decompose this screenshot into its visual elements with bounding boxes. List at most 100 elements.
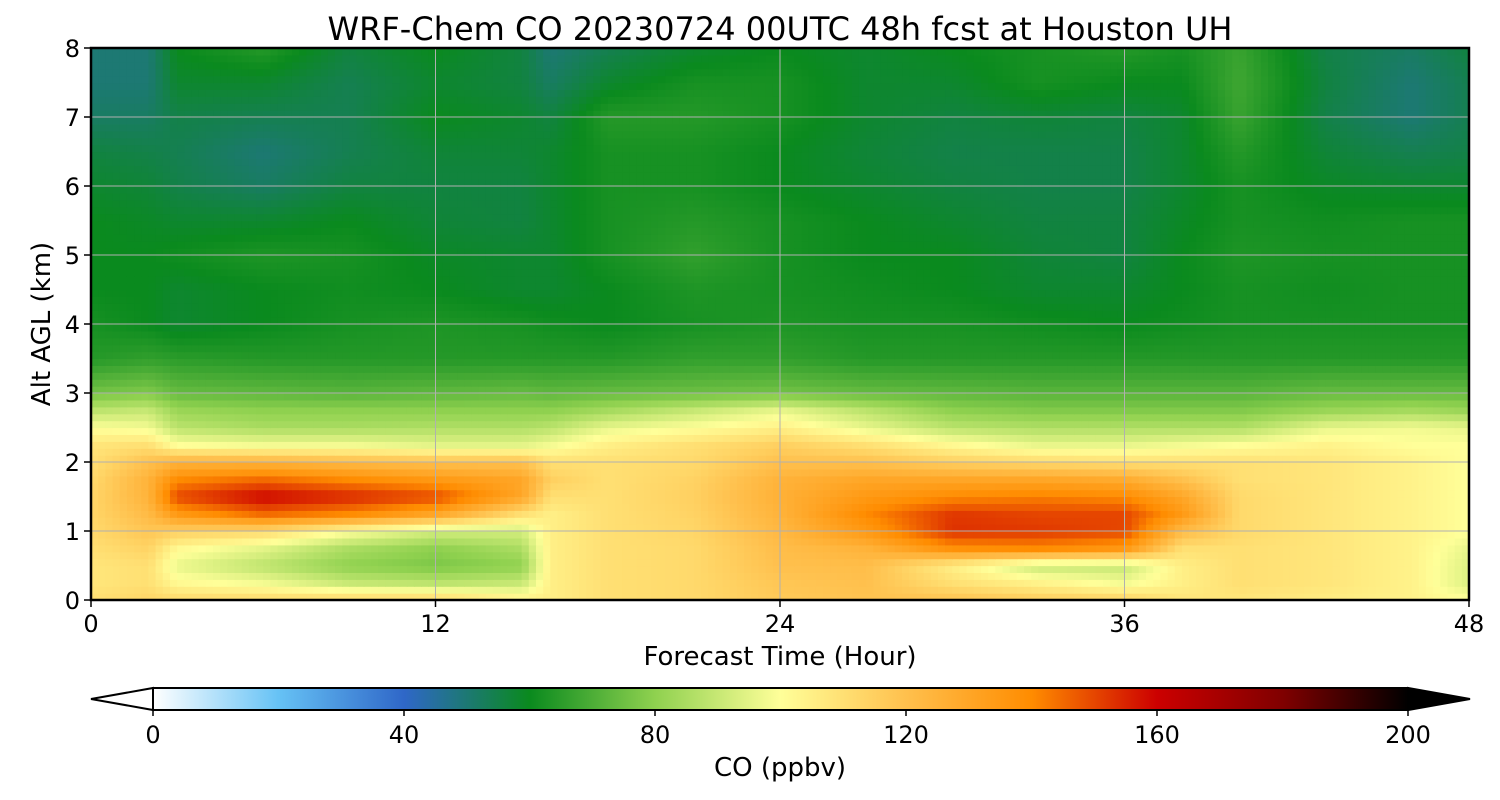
heatmap-cell (543, 503, 551, 511)
heatmap-cell (335, 420, 343, 429)
heatmap-cell (758, 441, 767, 449)
heatmap-cell (514, 593, 523, 600)
heatmap-cell (457, 517, 465, 525)
heatmap-cell (1045, 482, 1054, 491)
heatmap-cell (980, 579, 989, 587)
heatmap-cell (478, 441, 487, 449)
heatmap-cell (1174, 586, 1183, 594)
heatmap-cell (169, 441, 178, 449)
heatmap-cell (837, 496, 846, 504)
heatmap-cell (995, 565, 1004, 573)
heatmap-cell (866, 524, 874, 532)
heatmap-cell (980, 489, 989, 498)
heatmap-cell (1260, 579, 1269, 587)
heatmap-cell (1404, 531, 1413, 539)
heatmap-cell (550, 489, 559, 498)
heatmap-cell (507, 586, 516, 594)
heatmap-cell (492, 517, 501, 525)
heatmap-cell (622, 420, 630, 429)
heatmap-cell (1318, 455, 1327, 463)
heatmap-cell (1210, 455, 1219, 463)
heatmap-cell (119, 482, 128, 491)
heatmap-cell (1088, 537, 1097, 546)
heatmap-cell (263, 455, 272, 463)
heatmap-cell (500, 586, 508, 594)
heatmap-cell (1303, 455, 1312, 463)
heatmap-cell (1382, 420, 1391, 429)
heatmap-cell (751, 455, 760, 463)
heatmap-cell (306, 531, 315, 539)
heatmap-cell (299, 544, 307, 553)
heatmap-cell (923, 510, 932, 518)
heatmap-cell (500, 434, 508, 442)
heatmap-cell (1174, 593, 1183, 600)
heatmap-cell (1160, 468, 1169, 477)
heatmap-cell (980, 468, 989, 477)
heatmap-cell (550, 579, 559, 587)
heatmap-cell (442, 531, 451, 539)
heatmap-cell (837, 462, 846, 470)
heatmap-cell (320, 468, 329, 477)
heatmap-cell (1174, 517, 1183, 525)
heatmap-cell (722, 531, 731, 539)
heatmap-cell (1375, 468, 1384, 477)
heatmap-cell (392, 531, 401, 539)
heatmap-cell (1325, 551, 1334, 560)
heatmap-cell (543, 468, 551, 477)
heatmap-cell (248, 517, 257, 525)
heatmap-cell (909, 586, 917, 594)
heatmap-cell (586, 572, 594, 580)
heatmap-cell (1454, 468, 1463, 477)
heatmap-cell (693, 510, 702, 518)
heatmap-cell (155, 593, 164, 600)
heatmap-cell (736, 531, 745, 539)
heatmap-cell (1031, 537, 1039, 546)
heatmap-cell (614, 544, 623, 553)
heatmap-cell (1102, 524, 1111, 532)
heatmap-cell (1167, 579, 1176, 587)
heatmap-cell (930, 531, 939, 539)
heatmap-cell (126, 482, 135, 491)
heatmap-cell (564, 475, 573, 484)
heatmap-cell (299, 496, 307, 504)
heatmap-cell (98, 510, 106, 518)
heatmap-cell (1289, 524, 1298, 532)
heatmap-cell (1246, 593, 1255, 600)
heatmap-cell (370, 593, 379, 600)
heatmap-cell (435, 558, 444, 567)
heatmap-cell (758, 462, 767, 470)
heatmap-cell (1382, 489, 1391, 498)
heatmap-cell (995, 531, 1004, 539)
heatmap-cell (851, 537, 860, 546)
heatmap-cell (1217, 434, 1226, 442)
heatmap-cell (1052, 586, 1061, 594)
heatmap-cell (579, 524, 587, 532)
heatmap-cell (851, 434, 860, 442)
heatmap-cell (1339, 475, 1348, 484)
heatmap-cell (205, 448, 214, 456)
heatmap-cell (1167, 551, 1176, 560)
heatmap-cell (198, 489, 207, 498)
heatmap-cell (385, 427, 394, 435)
heatmap-cell (1016, 572, 1025, 580)
heatmap-cell (902, 448, 910, 456)
heatmap-cell (679, 558, 688, 567)
heatmap-cell (564, 455, 573, 463)
heatmap-cell (729, 475, 738, 484)
heatmap-cell (134, 475, 142, 484)
heatmap-cell (442, 510, 451, 518)
heatmap-cell (1232, 462, 1240, 470)
heatmap-cell (966, 475, 975, 484)
heatmap-cell (1196, 441, 1205, 449)
heatmap-cell (1052, 489, 1061, 498)
heatmap-cell (837, 448, 846, 456)
heatmap-cell (736, 468, 745, 477)
heatmap-cell (815, 455, 824, 463)
heatmap-cell (1146, 427, 1154, 435)
heatmap-cell (306, 462, 315, 470)
heatmap-cell (550, 462, 559, 470)
heatmap-cell (234, 427, 243, 435)
heatmap-cell (177, 524, 185, 532)
heatmap-cell (550, 524, 559, 532)
heatmap-cell (98, 537, 106, 546)
